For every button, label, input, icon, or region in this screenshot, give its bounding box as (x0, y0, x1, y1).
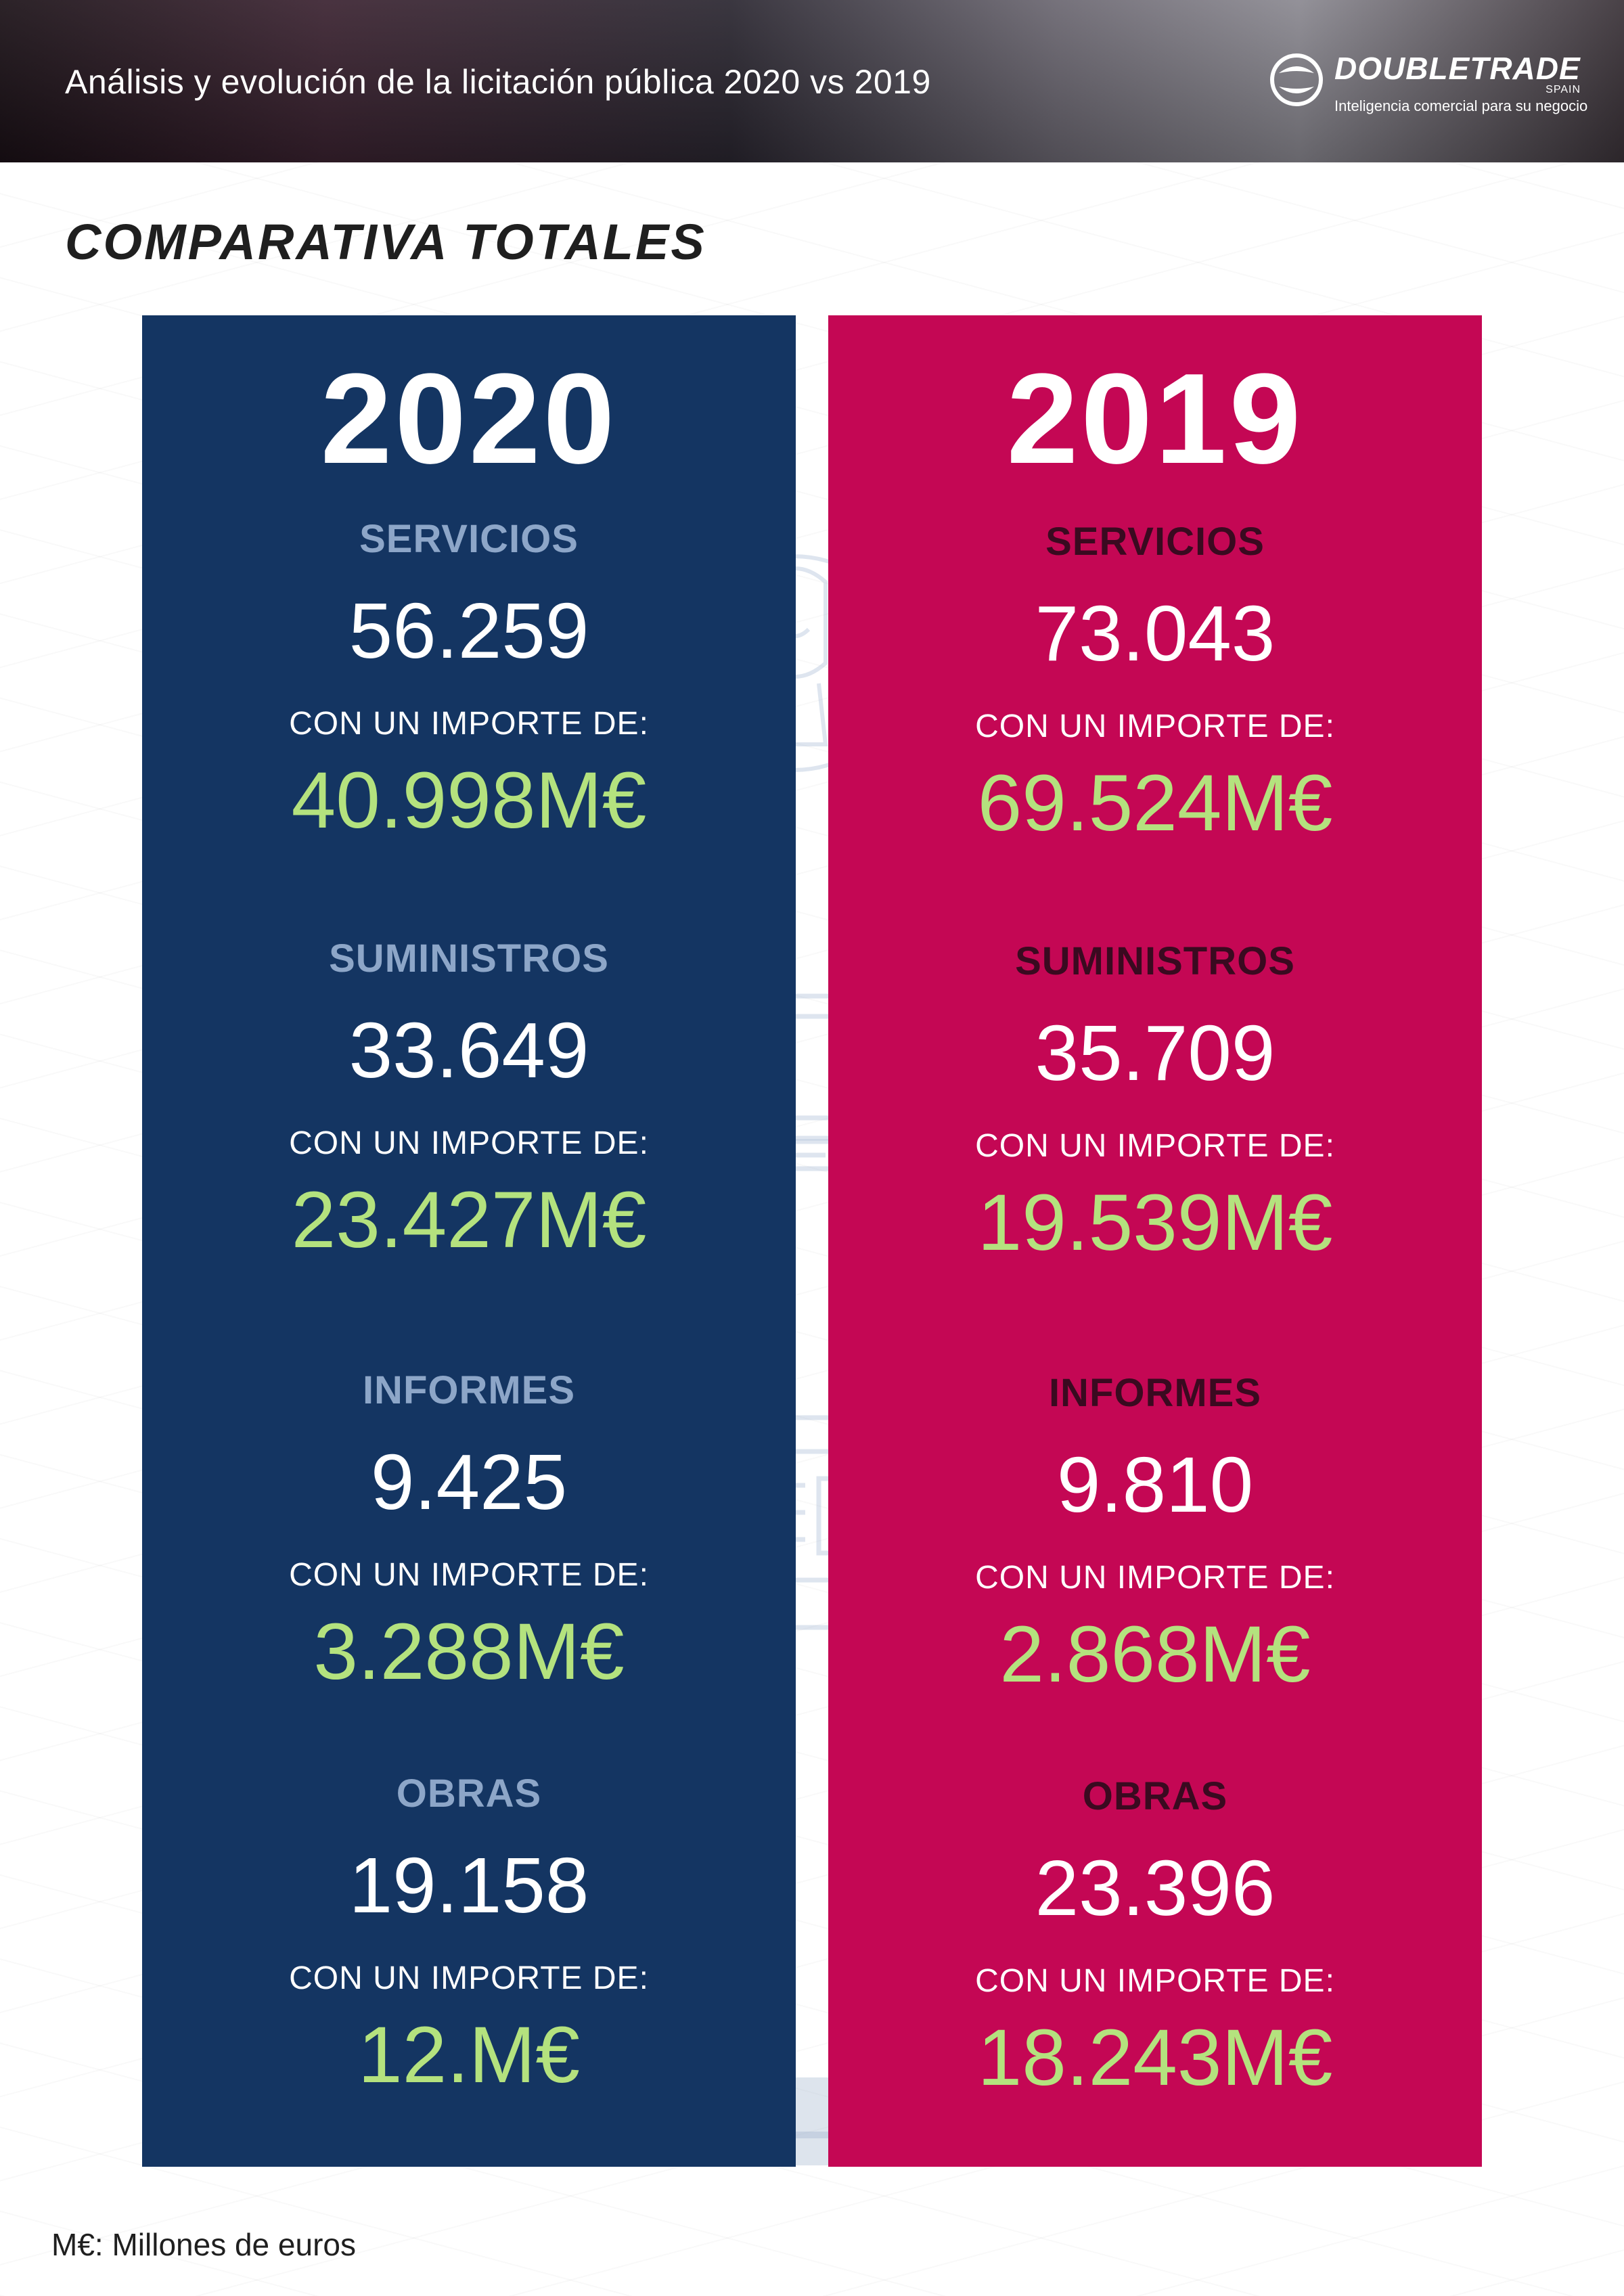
category-suministros: SUMINISTROS 35.709 CON UN IMPORTE DE: 19… (828, 942, 1482, 1263)
section-title: COMPARATIVA TOTALES (65, 214, 706, 270)
category-count: 9.810 (1056, 1441, 1254, 1529)
logo-name: DOUBLETRADE (1334, 51, 1581, 86)
category-obras: OBRAS 23.396 CON UN IMPORTE DE: 18.243M€ (828, 1777, 1482, 2098)
panel-2020: 2020 SERVICIOS 56.259 CON UN IMPORTE DE:… (142, 315, 796, 2167)
panel-2019: 2019 SERVICIOS 73.043 CON UN IMPORTE DE:… (828, 315, 1482, 2167)
category-label: SUMINISTROS (329, 937, 609, 981)
category-count: 35.709 (1035, 1009, 1276, 1097)
footnote: M€: Millones de euros (51, 2227, 356, 2262)
logo-mark-icon (1270, 53, 1323, 106)
category-label: INFORMES (362, 1368, 576, 1412)
category-amount: 40.998M€ (291, 756, 647, 845)
page-title: Análisis y evolución de la licitación pú… (65, 63, 931, 101)
category-count: 56.259 (348, 587, 589, 675)
category-informes: INFORMES 9.810 CON UN IMPORTE DE: 2.868M… (828, 1371, 1482, 1699)
category-prefix: CON UN IMPORTE DE: (975, 1128, 1335, 1164)
category-amount: 12.M€ (358, 2010, 580, 2100)
category-prefix: CON UN IMPORTE DE: (289, 1557, 649, 1593)
category-count: 9.425 (370, 1438, 568, 1526)
category-informes: INFORMES 9.425 CON UN IMPORTE DE: 3.288M… (142, 1371, 796, 1692)
category-amount: 2.868M€ (999, 1610, 1311, 1699)
logo-tagline: Inteligencia comercial para su negocio (1334, 97, 1588, 114)
year-heading: 2019 (1006, 347, 1304, 491)
category-prefix: CON UN IMPORTE DE: (975, 708, 1335, 744)
year-heading: 2020 (320, 347, 618, 491)
category-label: SERVICIOS (359, 517, 579, 561)
category-amount: 18.243M€ (977, 2013, 1333, 2102)
category-count: 73.043 (1035, 589, 1276, 677)
category-servicios: SERVICIOS 73.043 CON UN IMPORTE DE: 69.5… (828, 520, 1482, 848)
header-banner: Análisis y evolución de la licitación pú… (0, 0, 1624, 162)
category-label: SERVICIOS (1045, 520, 1265, 564)
category-prefix: CON UN IMPORTE DE: (975, 1560, 1335, 1596)
category-label: OBRAS (1082, 1774, 1228, 1818)
category-label: SUMINISTROS (1015, 939, 1295, 983)
company-logo: DOUBLETRADE SPAIN Inteligencia comercial… (1269, 50, 1587, 118)
category-label: INFORMES (1048, 1371, 1262, 1415)
category-count: 19.158 (348, 1841, 589, 1929)
category-prefix: CON UN IMPORTE DE: (289, 706, 649, 742)
category-amount: 19.539M€ (977, 1178, 1333, 1267)
category-servicios: SERVICIOS 56.259 CON UN IMPORTE DE: 40.9… (142, 517, 796, 845)
category-amount: 3.288M€ (313, 1607, 625, 1696)
logo-country: SPAIN (1546, 84, 1581, 95)
category-count: 33.649 (348, 1006, 589, 1094)
category-count: 23.396 (1035, 1844, 1276, 1932)
category-obras: OBRAS 19.158 CON UN IMPORTE DE: 12.M€ (142, 1772, 796, 2100)
category-prefix: CON UN IMPORTE DE: (289, 1960, 649, 1996)
category-prefix: CON UN IMPORTE DE: (975, 1963, 1335, 1999)
category-amount: 69.524M€ (977, 759, 1333, 848)
category-suministros: SUMINISTROS 33.649 CON UN IMPORTE DE: 23… (142, 937, 796, 1265)
category-prefix: CON UN IMPORTE DE: (289, 1125, 649, 1161)
category-label: OBRAS (396, 1772, 542, 1816)
category-amount: 23.427M€ (291, 1175, 647, 1265)
